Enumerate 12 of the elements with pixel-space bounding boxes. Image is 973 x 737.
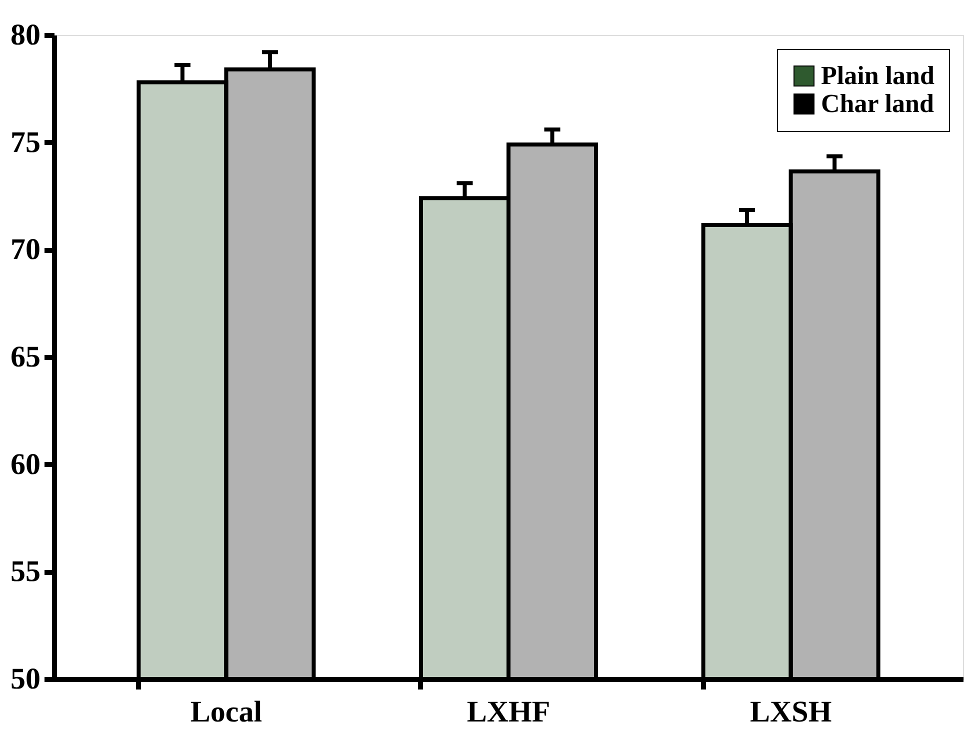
x-tick-label: Local bbox=[190, 696, 262, 728]
y-tick-label: 60 bbox=[10, 448, 40, 481]
y-tick-label: 55 bbox=[10, 555, 40, 588]
legend-label: Plain land bbox=[821, 61, 935, 90]
x-tick-label: LXHF bbox=[466, 696, 550, 728]
legend-label: Char land bbox=[821, 89, 934, 118]
x-tick-label: LXSH bbox=[750, 696, 832, 728]
y-tick-label: 65 bbox=[10, 340, 40, 374]
y-tick-label: 50 bbox=[10, 662, 40, 696]
y-tick-label: 75 bbox=[10, 126, 40, 159]
y-tick-label: 70 bbox=[10, 233, 40, 266]
y-tick-label: 80 bbox=[10, 18, 40, 52]
